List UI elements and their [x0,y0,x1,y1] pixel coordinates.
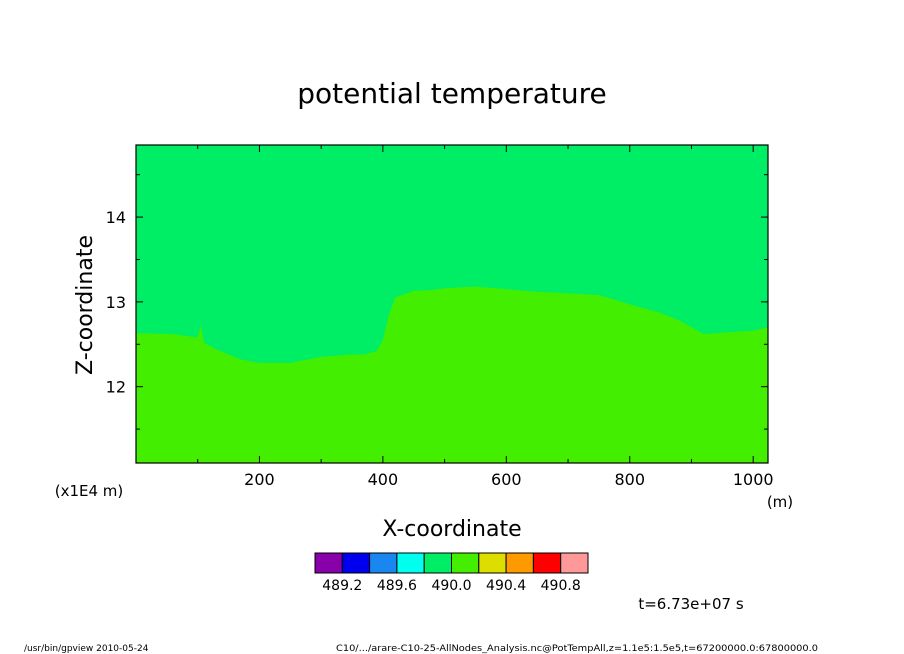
footer-left: /usr/bin/gpview 2010-05-24 [24,644,149,654]
plot-frame [135,144,769,464]
y-tick-label: 12 [106,378,126,397]
colorbar-label: 489.2 [322,578,362,594]
x-tick-label: 1000 [733,470,774,489]
colorbar-swatch [341,552,371,574]
y-axis-unit: (x1E4 m) [55,482,124,500]
footer-right: C10/.../arare-C10-25-AllNodes_Analysis.n… [336,644,818,654]
x-tick-label: 600 [491,470,522,489]
plot-area [135,144,769,464]
colorbar-swatch [369,552,398,574]
colorbar-label: 490.8 [541,578,581,594]
colorbar: 489.2 489.6 490.0 490.4 490.8 [314,552,589,594]
x-tick-label: 800 [614,470,645,489]
colorbar-swatch [505,552,534,574]
colorbar-label: 489.6 [377,578,417,594]
chart-title: potential temperature [297,77,606,110]
colorbar-label: 490.0 [431,578,471,594]
colorbar-swatch [423,552,453,574]
colorbar-label: 490.4 [486,578,526,594]
x-axis-unit: (m) [767,493,793,511]
colorbar-swatch [532,552,562,574]
y-axis-label: Z-coordinate [73,235,98,375]
x-axis: 200 400 600 800 1000 [197,145,774,489]
colorbar-swatch [478,552,507,574]
y-tick-label: 14 [106,208,126,227]
x-tick-label: 400 [368,470,399,489]
y-tick-label: 13 [106,293,126,312]
x-axis-label: X-coordinate [382,517,521,542]
lower-region-fill [136,286,768,463]
x-tick-label: 200 [244,470,275,489]
colorbar-swatch [451,552,480,574]
time-label: t=6.73e+07 s [638,595,744,613]
y-axis: 12 13 14 [106,174,768,430]
colorbar-swatch [560,552,589,574]
colorbar-swatch [396,552,425,574]
colorbar-swatch [314,552,343,574]
